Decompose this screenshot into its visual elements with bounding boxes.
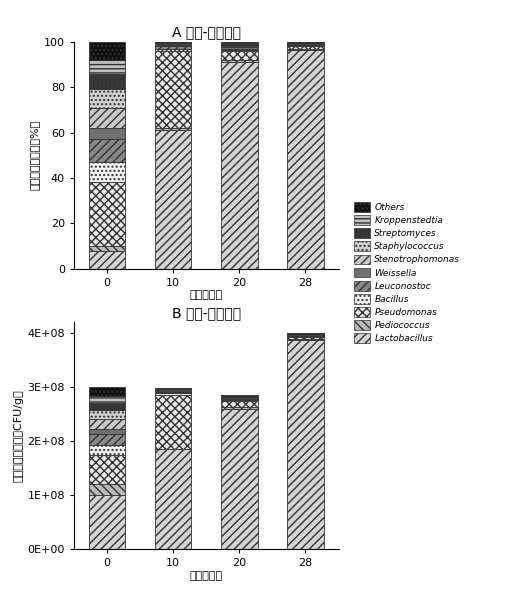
Bar <box>221 400 258 401</box>
Bar <box>221 51 258 60</box>
Bar <box>89 90 125 107</box>
Bar <box>287 339 324 340</box>
Bar <box>155 450 191 549</box>
Bar <box>89 434 125 445</box>
Bar <box>221 47 258 48</box>
Bar <box>155 128 191 130</box>
Bar <box>287 44 324 45</box>
Bar <box>89 396 125 403</box>
Bar <box>89 251 125 269</box>
Bar <box>155 43 191 44</box>
Bar <box>155 51 191 128</box>
Bar <box>89 419 125 429</box>
Bar <box>221 42 258 43</box>
Bar <box>89 60 125 73</box>
Bar <box>221 45 258 47</box>
X-axis label: 时间（天）: 时间（天） <box>190 291 223 300</box>
Bar <box>155 47 191 48</box>
Bar <box>89 445 125 455</box>
Bar <box>221 62 258 269</box>
Bar <box>89 139 125 162</box>
Bar <box>287 335 324 336</box>
Bar <box>221 60 258 62</box>
Bar <box>89 410 125 419</box>
Bar <box>155 42 191 43</box>
Bar <box>287 48 324 50</box>
Bar <box>287 43 324 44</box>
Bar <box>221 398 258 399</box>
Bar <box>221 399 258 400</box>
Bar <box>89 246 125 251</box>
Bar <box>155 395 191 449</box>
Y-axis label: 微生物相对含量（%）: 微生物相对含量（%） <box>30 120 40 190</box>
Bar <box>221 407 258 409</box>
Bar <box>155 48 191 51</box>
X-axis label: 时间（天）: 时间（天） <box>190 571 223 581</box>
Bar <box>287 334 324 335</box>
Bar <box>89 429 125 434</box>
Bar <box>221 396 258 397</box>
Bar <box>155 130 191 269</box>
Legend: Others, Kroppenstedtia, Streptomyces, Staphylococcus, Stenotrophomonas, Weissell: Others, Kroppenstedtia, Streptomyces, St… <box>354 202 460 343</box>
Bar <box>155 389 191 390</box>
Bar <box>155 44 191 45</box>
Bar <box>287 47 324 48</box>
Bar <box>221 397 258 398</box>
Bar <box>89 73 125 90</box>
Bar <box>221 50 258 51</box>
Bar <box>89 162 125 183</box>
Bar <box>89 484 125 496</box>
Bar <box>89 107 125 128</box>
Bar <box>89 455 125 484</box>
Bar <box>89 496 125 549</box>
Bar <box>155 45 191 47</box>
Bar <box>287 45 324 47</box>
Bar <box>89 183 125 246</box>
Bar <box>89 403 125 410</box>
Bar <box>221 47 258 48</box>
Bar <box>221 395 258 396</box>
Bar <box>89 387 125 396</box>
Bar <box>287 340 324 549</box>
Bar <box>155 393 191 395</box>
Bar <box>155 392 191 393</box>
Bar <box>221 43 258 44</box>
Bar <box>221 44 258 45</box>
Bar <box>155 390 191 392</box>
Bar <box>221 401 258 407</box>
Bar <box>221 409 258 549</box>
Title: A 细菌-相对含量: A 细菌-相对含量 <box>172 25 241 39</box>
Y-axis label: 微生物绝对含量（CFU/g）: 微生物绝对含量（CFU/g） <box>13 389 23 482</box>
Bar <box>287 337 324 339</box>
Bar <box>287 50 324 269</box>
Bar <box>221 48 258 50</box>
Bar <box>287 336 324 337</box>
Bar <box>89 42 125 60</box>
Bar <box>89 128 125 139</box>
Title: B 细菌-绝对含量: B 细菌-绝对含量 <box>172 306 241 320</box>
